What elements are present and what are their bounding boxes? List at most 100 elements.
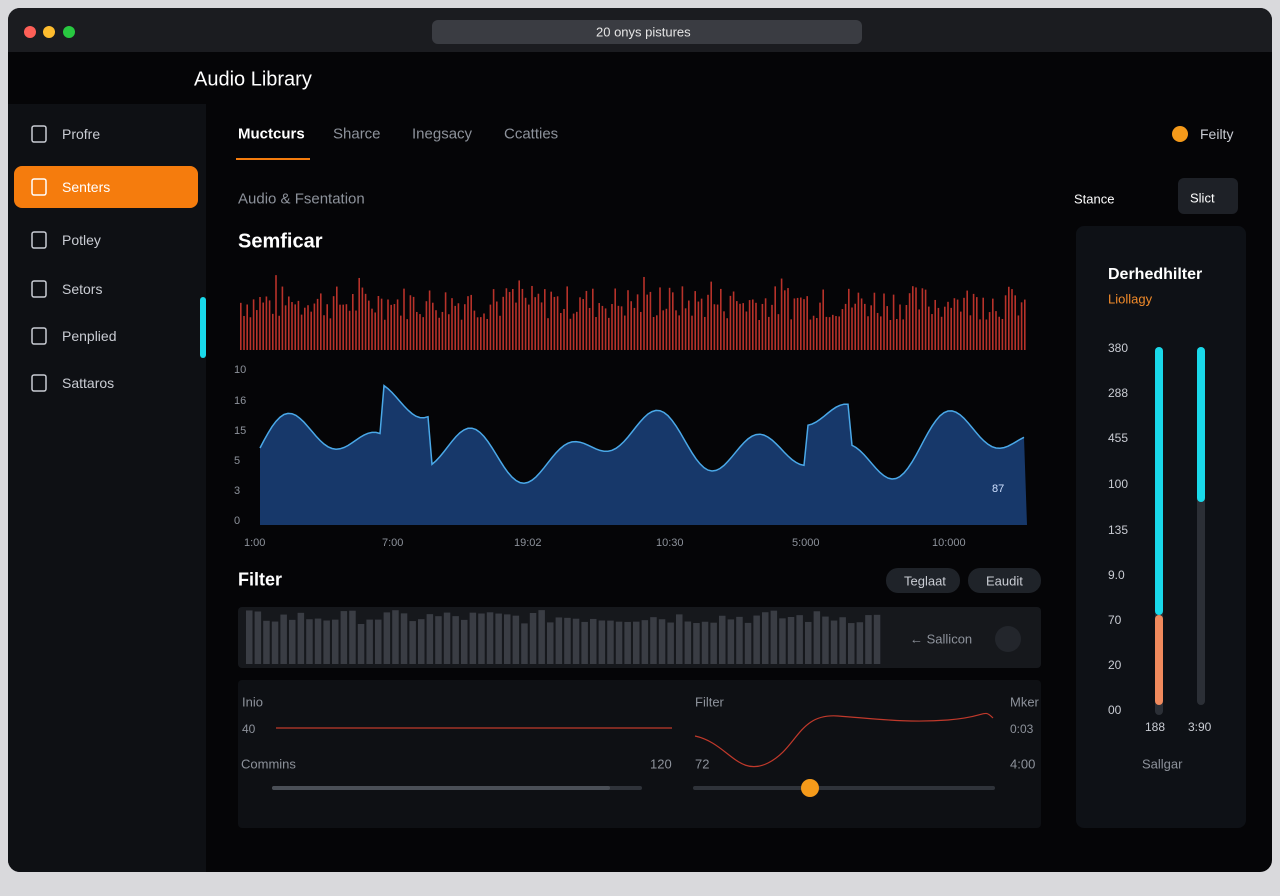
gray-bar [478, 613, 485, 664]
wave-bar [1011, 289, 1013, 350]
wave-bar [300, 314, 303, 350]
gray-bar [392, 610, 399, 664]
button[interactable] [968, 568, 1041, 593]
tab[interactable]: Ccatties [504, 125, 559, 143]
section-title: Filter [238, 569, 283, 590]
wave-bar [825, 316, 828, 350]
gray-bar [796, 615, 803, 664]
gray-bar [555, 617, 563, 664]
gray-bar [624, 621, 631, 664]
wave-bar [835, 316, 837, 350]
wave-bar [736, 301, 738, 350]
icon-button[interactable] [995, 626, 1021, 652]
slider-knob[interactable] [801, 779, 819, 797]
wave-bar [841, 309, 844, 350]
select-button[interactable] [1178, 178, 1238, 214]
wave-bar [409, 295, 412, 350]
wave-bar [262, 302, 264, 350]
wave-bar [748, 300, 751, 350]
action-label[interactable]: Feilty [1200, 126, 1234, 142]
wave-bar [454, 305, 456, 350]
wave-bar [809, 319, 812, 350]
wave-bar [355, 310, 357, 350]
wave-bar [902, 319, 904, 350]
sidebar-item[interactable]: Setors [62, 281, 103, 297]
controls-panel [238, 680, 1041, 828]
wave-bar [588, 307, 591, 350]
button-text[interactable]: Eaudit [986, 573, 1023, 589]
gray-bar [383, 612, 391, 664]
wave-bar [352, 293, 354, 350]
gray-bar [693, 623, 700, 664]
tab[interactable]: Muctcurs [238, 125, 305, 143]
wave-bar [976, 297, 978, 350]
wave-bar [934, 299, 936, 350]
select-text[interactable]: Slict [1190, 190, 1215, 206]
wave-bar [313, 303, 316, 350]
meter-title: Derhedhilter [1108, 266, 1203, 283]
x-tick-label: 10:30 [656, 537, 684, 549]
label: Inio [242, 694, 263, 710]
wave-bar [700, 298, 703, 350]
wave-bar [492, 289, 495, 350]
wave-bar [716, 304, 719, 350]
wave-bar [524, 297, 527, 350]
wave-bar [752, 299, 754, 350]
wave-bar [582, 299, 584, 350]
gray-bar [435, 616, 442, 664]
gray-bar [830, 620, 838, 664]
y-tick-label: 3 [234, 485, 241, 497]
value: 4:00 [1010, 756, 1036, 772]
sidebar-item[interactable]: Sattaros [62, 375, 115, 391]
close-button[interactable] [24, 26, 36, 38]
wave-bar [348, 310, 351, 350]
wave-bar [480, 317, 482, 350]
wave-bar [604, 308, 607, 350]
minimize-button[interactable] [43, 26, 55, 38]
wave-bar [400, 315, 402, 350]
sidebar-item[interactable]: Profre [62, 126, 101, 142]
wave-bar [592, 288, 594, 350]
gray-bar [684, 621, 692, 664]
wave-bar [422, 317, 424, 350]
wave-bar [630, 301, 632, 350]
tab[interactable]: Inegsacy [412, 125, 473, 143]
sidebar-item[interactable]: Penplied [62, 328, 117, 344]
wave-bar [512, 288, 514, 350]
badge-text: 87 [992, 483, 1005, 495]
wave-bar [1014, 295, 1016, 350]
wave-bar [931, 314, 933, 350]
wave-bar [921, 288, 924, 350]
wave-bar [972, 293, 975, 350]
gray-bar [736, 616, 743, 664]
active-item[interactable] [14, 166, 198, 208]
wave-bar [438, 317, 440, 350]
action-icon [1172, 126, 1188, 142]
button[interactable] [886, 568, 960, 593]
zoom-button[interactable] [63, 26, 75, 38]
wave-bar [640, 311, 642, 350]
url-bar[interactable] [432, 20, 862, 44]
wave-bar [576, 311, 578, 350]
wave-bar [739, 303, 741, 350]
wave-bar [672, 292, 674, 350]
sidebar-item[interactable]: Potley [62, 232, 101, 248]
wave-bar [918, 309, 920, 350]
item-icon [31, 231, 47, 249]
wave-bar [336, 286, 338, 350]
wave-bar [624, 315, 626, 350]
gray-bar [452, 616, 459, 664]
wave-bar [870, 305, 872, 350]
wave-bar [585, 290, 588, 350]
sidebar-item[interactable]: Senters [62, 179, 111, 195]
wave-bar [832, 314, 834, 350]
wave-bar [470, 294, 472, 350]
wave-bar [553, 296, 556, 350]
wave-bar [838, 316, 840, 350]
wave-bar [531, 285, 533, 350]
tab[interactable]: Sharce [333, 125, 381, 143]
wave-bar [988, 312, 991, 350]
wave-bar [528, 304, 530, 350]
button-text[interactable]: Teglaat [904, 573, 946, 589]
wave-bar [886, 306, 888, 350]
